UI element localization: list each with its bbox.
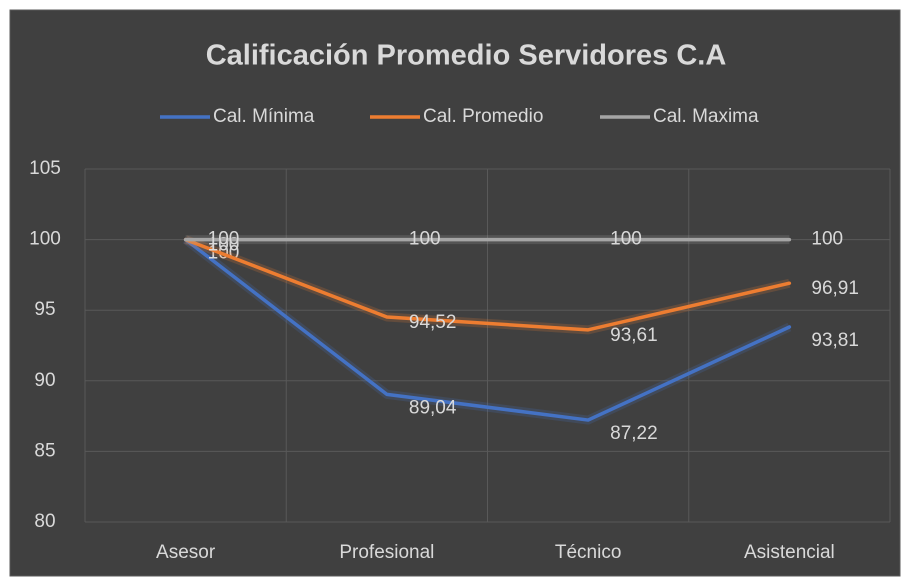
- legend-label: Cal. Promedio: [423, 106, 543, 127]
- y-tick-label: 105: [29, 158, 61, 179]
- data-label: 94,52: [409, 312, 457, 333]
- series-line: [183, 237, 792, 422]
- data-label: 89,04: [409, 397, 457, 418]
- data-label: 100: [409, 229, 441, 250]
- y-tick-label: 80: [34, 511, 55, 532]
- chart-title: Calificación Promedio Servidores C.A: [206, 40, 727, 72]
- x-tick-label: Técnico: [555, 542, 622, 563]
- data-label: 100: [208, 229, 240, 250]
- data-label: 100: [811, 229, 843, 250]
- x-tick-label: Asistencial: [744, 542, 835, 563]
- data-label: 100: [610, 229, 642, 250]
- data-label: 96,91: [811, 278, 859, 299]
- data-label: 93,81: [811, 330, 859, 351]
- y-tick-label: 85: [34, 440, 55, 461]
- legend-label: Cal. Maxima: [653, 106, 759, 127]
- series-line: [183, 237, 792, 332]
- data-label: 87,22: [610, 423, 658, 444]
- x-tick-label: Profesional: [339, 542, 434, 563]
- legend-label: Cal. Mínima: [213, 106, 315, 127]
- y-tick-label: 95: [34, 299, 55, 320]
- x-tick-label: Asesor: [156, 542, 216, 563]
- data-label: 93,61: [610, 325, 658, 346]
- y-tick-label: 100: [29, 229, 61, 250]
- y-tick-label: 90: [34, 370, 55, 391]
